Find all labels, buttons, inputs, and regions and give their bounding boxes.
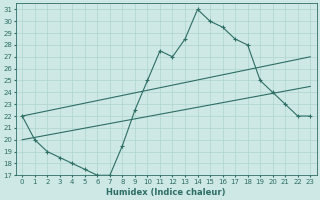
X-axis label: Humidex (Indice chaleur): Humidex (Indice chaleur) (107, 188, 226, 197)
